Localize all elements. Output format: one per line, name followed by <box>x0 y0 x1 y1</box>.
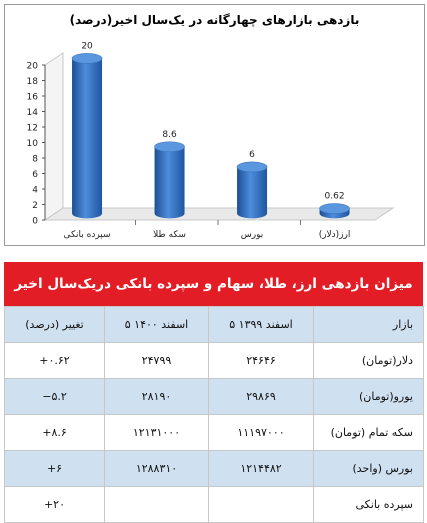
y-tick-label: 10 <box>27 139 39 149</box>
row-market: سکه تمام (تومان) <box>313 414 424 451</box>
category-label: سپرده بانکی <box>64 230 111 240</box>
row-value-1400 <box>104 486 209 523</box>
table-row: سپرده بانکی +۲۰ <box>4 486 424 523</box>
bar-value-label: 20 <box>81 41 93 51</box>
header-change: تغییر (درصد) <box>4 306 105 343</box>
market-returns-table: میزان بازدهی ارز، طلا، سهام و سپرده بانک… <box>4 262 424 523</box>
bar <box>319 203 350 219</box>
bar <box>236 161 268 219</box>
row-market: دلار(تومان) <box>313 342 424 379</box>
bar-body <box>237 166 268 219</box>
y-tick-label: 12 <box>27 124 38 134</box>
table-row: سکه تمام (تومان) ۱۱۱۹۷۰۰۰ ۱۲۱۳۱۰۰۰ +۸.۶ <box>4 414 424 451</box>
row-change: +۲۰ <box>4 486 105 523</box>
y-tick-label: 8 <box>32 155 38 165</box>
row-market: بورس (واحد) <box>313 450 424 487</box>
bar-value-label: 8.6 <box>162 130 177 140</box>
header-market: بازار <box>313 306 424 343</box>
y-tick-label: 2 <box>32 201 38 211</box>
row-market: یورو(تومان) <box>313 378 424 415</box>
row-market: سپرده بانکی <box>313 486 424 523</box>
row-change: +۰.۶۲ <box>4 342 105 379</box>
y-tick-label: 4 <box>32 186 38 196</box>
row-change: +۸.۶ <box>4 414 105 451</box>
category-label: ارز(دلار) <box>319 230 351 240</box>
chart-title: بازدهی بازارهای چهارگانه در یک‌سال اخیر(… <box>69 13 360 27</box>
bar-value-label: 0.62 <box>325 192 345 202</box>
bar-body <box>154 146 185 219</box>
y-tick-label: 16 <box>27 93 39 103</box>
bar <box>71 53 103 219</box>
y-tick-label: 0 <box>32 217 38 227</box>
row-value-1399: ۱۱۱۹۷۰۰۰ <box>208 414 314 451</box>
table-title: میزان بازدهی ارز، طلا، سهام و سپرده بانک… <box>4 262 423 306</box>
bar-top <box>71 53 103 64</box>
returns-grid: بازار ۵ اسفند ۱۳۹۹ ۵ اسفند ۱۴۰۰ تغییر (د… <box>4 306 424 523</box>
y-tick-label: 20 <box>27 62 39 72</box>
row-value-1400: ۲۴۷۹۹ <box>104 342 209 379</box>
floor <box>43 207 395 221</box>
row-change: −۵.۲ <box>4 378 105 415</box>
category-label: سکه طلا <box>153 230 186 240</box>
chart-container: 0 2 4 6 8 10 12 14 16 18 20 20 سپرده بانکی 8.6 سکه طلا… <box>4 4 425 246</box>
row-value-1399: ۲۹۸۶۹ <box>208 378 314 415</box>
table-row: بورس (واحد) ۱۲۱۴۴۸۲ ۱۲۸۸۳۱۰ +۶ <box>4 450 424 487</box>
y-tick-label: 6 <box>32 170 38 180</box>
bar-top <box>236 161 268 173</box>
category-label: بورس <box>241 230 264 240</box>
y-tick-label: 18 <box>27 77 39 87</box>
row-value-1399 <box>208 486 314 523</box>
side-wall <box>44 52 64 221</box>
bar-value-label: 6 <box>249 150 255 160</box>
row-value-1399: ۱۲۱۴۴۸۲ <box>208 450 314 487</box>
table-row: یورو(تومان) ۲۹۸۶۹ ۲۸۱۹۰ −۵.۲ <box>4 378 424 415</box>
row-change: +۶ <box>4 450 105 487</box>
row-value-1400: ۱۲۱۳۱۰۰۰ <box>104 414 209 451</box>
header-date-1399: ۵ اسفند ۱۳۹۹ <box>208 306 314 343</box>
bar-chart: 0 2 4 6 8 10 12 14 16 18 20 20 سپرده بانکی 8.6 سکه طلا… <box>27 41 395 240</box>
y-tick-label: 14 <box>27 108 39 118</box>
row-value-1400: ۱۲۸۸۳۱۰ <box>104 450 209 487</box>
table-row: دلار(تومان) ۲۴۶۴۶ ۲۴۷۹۹ +۰.۶۲ <box>4 342 424 379</box>
row-value-1400: ۲۸۱۹۰ <box>104 378 209 415</box>
row-value-1399: ۲۴۶۴۶ <box>208 342 314 379</box>
bar <box>154 141 185 219</box>
bar-top <box>154 141 185 153</box>
bar-body <box>72 58 103 219</box>
bar-top <box>319 203 350 214</box>
header-date-1400: ۵ اسفند ۱۴۰۰ <box>104 306 209 343</box>
table-header-row: بازار ۵ اسفند ۱۳۹۹ ۵ اسفند ۱۴۰۰ تغییر (د… <box>4 306 424 343</box>
